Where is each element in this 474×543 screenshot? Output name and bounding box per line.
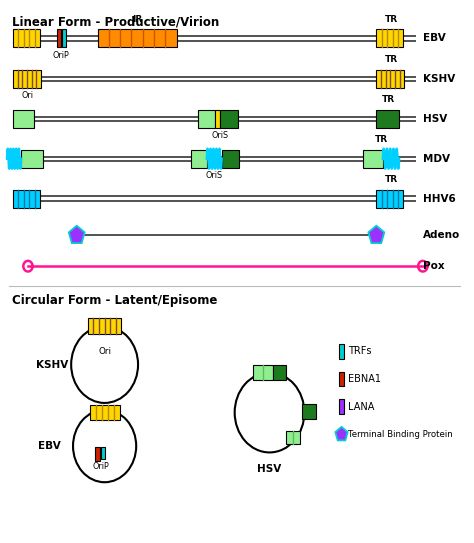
Text: TRFs: TRFs (348, 346, 372, 356)
Text: OriP: OriP (52, 50, 69, 60)
Bar (364, 150, 383, 168)
Bar (13, 29, 40, 47)
Bar (339, 371, 344, 387)
Text: EBNA1: EBNA1 (348, 374, 382, 384)
Text: KSHV: KSHV (423, 74, 455, 84)
Text: Pox: Pox (423, 261, 445, 271)
Text: EBV: EBV (423, 34, 446, 43)
Text: Terminal Binding Protein: Terminal Binding Protein (348, 430, 453, 439)
Text: TR: TR (374, 135, 388, 144)
Bar (98, 29, 177, 47)
Text: Ori: Ori (21, 91, 33, 100)
Text: KSHV: KSHV (36, 359, 69, 370)
Bar (88, 318, 121, 334)
Text: TR: TR (385, 55, 398, 65)
Text: Adeno: Adeno (423, 230, 460, 241)
Bar (191, 150, 207, 168)
Text: OriS: OriS (211, 131, 228, 140)
Text: Linear Form - Productive/Virion: Linear Form - Productive/Virion (12, 15, 219, 28)
Bar (63, 29, 65, 47)
Text: TR: TR (383, 96, 395, 104)
Bar (95, 446, 100, 461)
Bar (101, 447, 105, 459)
Bar (215, 110, 220, 128)
Text: MDV: MDV (423, 154, 450, 163)
Text: LANA: LANA (348, 402, 375, 412)
Polygon shape (69, 226, 85, 243)
Bar (57, 29, 62, 47)
Bar (286, 431, 301, 444)
Bar (13, 110, 34, 128)
Bar (21, 150, 43, 168)
Bar (273, 365, 286, 380)
Bar (198, 110, 215, 128)
Polygon shape (368, 226, 384, 243)
Bar (13, 190, 40, 207)
Bar (376, 29, 403, 47)
Text: HHV6: HHV6 (423, 194, 456, 204)
Text: Circular Form - Latent/Episome: Circular Form - Latent/Episome (12, 294, 217, 307)
Text: HSV: HSV (257, 464, 282, 474)
Text: TR: TR (385, 15, 398, 24)
Text: IR: IR (132, 15, 142, 24)
Bar (339, 399, 344, 414)
Bar (376, 110, 399, 128)
Text: HSV: HSV (423, 114, 447, 124)
Bar (220, 110, 238, 128)
Text: OriP: OriP (92, 462, 109, 471)
Bar (90, 405, 120, 420)
Text: EBV: EBV (38, 441, 61, 451)
Bar (302, 405, 316, 419)
Text: OriS: OriS (205, 171, 222, 180)
Bar (376, 190, 403, 207)
Bar (253, 365, 273, 380)
Polygon shape (335, 427, 348, 440)
Bar (376, 70, 404, 88)
Bar (339, 344, 344, 359)
Text: Ori: Ori (98, 347, 111, 356)
Bar (222, 150, 239, 168)
Text: TR: TR (385, 175, 398, 184)
Bar (13, 70, 41, 88)
